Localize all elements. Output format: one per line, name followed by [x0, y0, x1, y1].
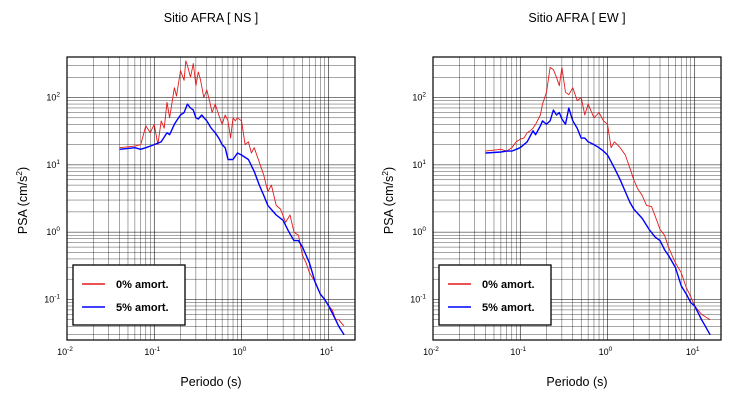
y-axis-label: PSA (cm/s2) [380, 167, 396, 234]
legend-label: 5% amort. [482, 302, 535, 314]
series-line-5pct [119, 103, 345, 336]
x-axis-label: Periodo (s) [546, 375, 607, 389]
series-group [485, 66, 711, 336]
chart-panel-0: 10-2 10-1 100 101 10-1 100 101 102 0% amort. 5% a… [14, 11, 356, 389]
x-tick-label: 10-2 [57, 346, 73, 357]
legend: 0% amort. 5% amort. [438, 264, 552, 326]
y-tick-label: 100 [46, 226, 60, 237]
legend-box [72, 264, 186, 326]
x-tick-label: 101 [686, 346, 700, 357]
y-tick-label: 101 [46, 159, 60, 170]
series-line-0pct [485, 66, 711, 321]
plot-frame [66, 56, 356, 341]
x-tick-label: 100 [233, 346, 247, 357]
x-tick-label: 10-1 [144, 346, 160, 357]
series-line-5pct [485, 107, 711, 336]
legend-box [438, 264, 552, 326]
x-tick-label: 100 [599, 346, 613, 357]
y-axis-label: PSA (cm/s2) [14, 167, 30, 234]
x-tick-label: 10-1 [510, 346, 526, 357]
chart-panel-1: 10-2 10-1 100 101 10-1 100 101 102 0% amort. 5% a… [380, 11, 722, 389]
y-tick-label: 10-1 [410, 293, 426, 304]
y-tick-label: 101 [412, 159, 426, 170]
legend-label: 0% amort. [116, 279, 169, 291]
series-group [119, 60, 345, 336]
y-tick-label: 102 [412, 92, 426, 103]
legend-label: 0% amort. [482, 279, 535, 291]
legend: 0% amort. 5% amort. [72, 264, 186, 326]
x-tick-label: 10-2 [423, 346, 439, 357]
series-line-0pct [119, 60, 345, 327]
y-tick-label: 100 [412, 226, 426, 237]
y-tick-label: 10-1 [44, 293, 60, 304]
x-axis-label: Periodo (s) [180, 375, 241, 389]
y-tick-label: 102 [46, 92, 60, 103]
legend-label: 5% amort. [116, 302, 169, 314]
chart-title: Sitio AFRA [ NS ] [164, 11, 258, 25]
chart-title: Sitio AFRA [ EW ] [528, 11, 625, 25]
x-tick-label: 101 [320, 346, 334, 357]
plot-frame [432, 56, 722, 341]
